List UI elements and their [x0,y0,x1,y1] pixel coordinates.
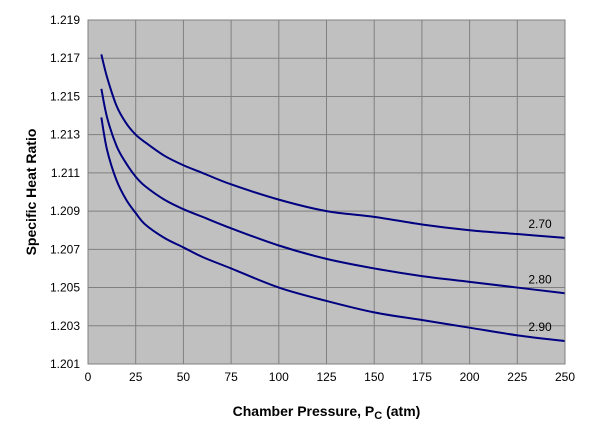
x-axis-title-subscript: C [374,410,382,422]
x-tick-label: 75 [224,370,238,384]
series-lines [100,54,566,343]
x-axis-title-main: Chamber Pressure, P [233,403,375,419]
series-label: 2.80 [528,272,552,286]
x-tick-label: 25 [129,370,143,384]
x-axis-title: Chamber Pressure, PC (atm) [233,403,421,422]
x-tick-label: 175 [412,370,432,384]
x-tick-label: 225 [507,370,527,384]
y-tick-label: 1.205 [50,281,80,295]
y-tick-label: 1.211 [51,166,80,180]
x-tick-label: 125 [316,370,336,384]
x-tick-labels: 0 25 50 75 100 125 150 175 200 225 250 [85,370,576,384]
series-line-2.90 [100,117,566,343]
y-tick-label: 1.215 [50,89,80,103]
y-tick-label: 1.219 [50,13,80,27]
y-tick-label: 1.213 [50,128,80,142]
series-label: 2.70 [528,217,552,231]
x-tick-label: 0 [85,370,92,384]
y-tick-label: 1.209 [50,204,80,218]
x-tick-label: 250 [555,370,575,384]
x-axis-title-unit: (atm) [382,403,420,419]
y-axis-title: Specific Heat Ratio [23,129,39,256]
y-tick-label: 1.201 [50,357,80,371]
series-label: 2.90 [528,320,552,334]
series-line-2.70 [100,54,566,239]
y-tick-label: 1.207 [50,242,80,256]
gridlines [88,20,565,364]
y-tick-labels: 1.201 1.203 1.205 1.207 1.209 1.211 1.213 1.215… [50,13,80,371]
series-labels: 2.70 2.80 2.90 [528,217,552,334]
x-tick-label: 50 [177,370,191,384]
plot-frame [87,19,566,365]
x-tick-label: 150 [364,370,384,384]
y-tick-label: 1.203 [50,319,80,333]
x-tick-label: 100 [269,370,289,384]
series-line-2.80 [100,88,566,295]
x-tick-label: 200 [460,370,480,384]
y-tick-label: 1.217 [50,51,80,65]
